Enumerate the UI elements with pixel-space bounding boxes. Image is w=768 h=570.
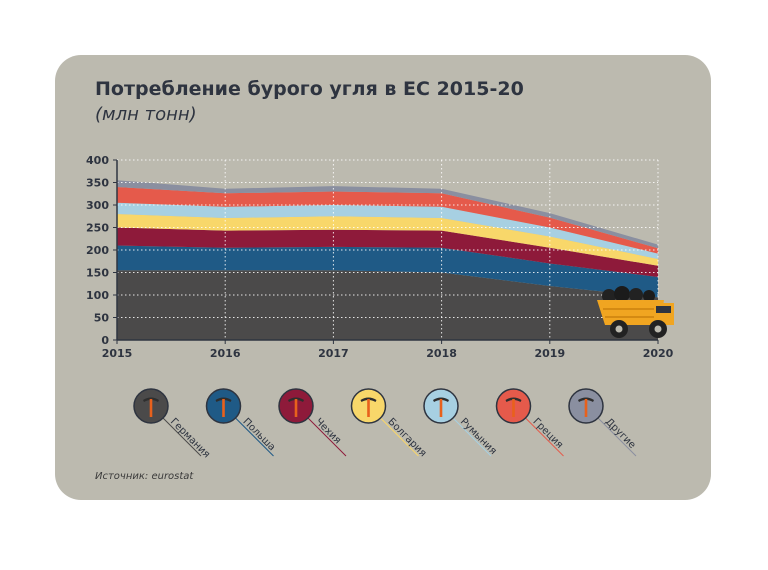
y-tick-label: 0 (101, 334, 109, 347)
legend-item: Румыния (423, 388, 499, 457)
legend-item: Греция (495, 388, 565, 457)
x-tick-label: 2018 (426, 347, 457, 360)
area-1 (117, 270, 658, 340)
x-tick-label: 2016 (210, 347, 241, 360)
y-tick-label: 200 (86, 244, 109, 257)
area-layer (117, 180, 658, 340)
x-tick-label: 2019 (534, 347, 565, 360)
legend-leader-line (307, 417, 347, 457)
pickaxe-icon (505, 397, 522, 417)
legend-item: Чехия (278, 388, 347, 457)
y-tick-label: 50 (94, 312, 110, 325)
area-4 (117, 214, 658, 266)
y-tick-label: 350 (86, 177, 109, 190)
area-7 (117, 180, 658, 249)
pickaxe-icon (433, 397, 449, 417)
chart-subtitle: (млн тонн) (95, 104, 197, 125)
legend-label: Другие (603, 416, 638, 451)
y-tick-label: 150 (86, 267, 109, 280)
pickaxe-icon (215, 397, 232, 417)
y-tick-label: 300 (86, 199, 109, 212)
pickaxe-icon (578, 397, 594, 417)
pickaxe-icon (360, 397, 377, 417)
legend-item: Болгария (350, 388, 428, 459)
source-note: Источник: eurostat (95, 471, 194, 482)
x-tick-label: 2020 (643, 347, 674, 360)
legend-item: Другие (568, 388, 638, 457)
x-tick-label: 2017 (318, 347, 349, 360)
y-tick-label: 250 (86, 222, 109, 235)
legend-leader-line (452, 417, 492, 457)
legend-label: Греция (530, 416, 565, 451)
legend-label: Польша (240, 416, 277, 453)
legend-label: Чехия (313, 416, 343, 446)
chart-title: Потребление бурого угля в ЕС 2015-20 (95, 78, 524, 100)
legend-label: Румыния (458, 416, 499, 457)
legend: Германия Польша Чехия Болгария Румыния Греция… (133, 388, 638, 460)
legend-label: Болгария (385, 416, 428, 459)
legend-leader-line (380, 417, 419, 457)
pickaxe-icon (143, 397, 159, 417)
legend-label: Германия (168, 416, 212, 460)
legend-item: Польша (205, 388, 277, 457)
y-tick-label: 100 (86, 289, 109, 302)
legend-leader-line (162, 417, 202, 457)
legend-item: Германия (133, 388, 212, 460)
axis-layer: 0 50 100 150 200 250 300 350 400 2015 2016 2017 2018… (86, 154, 674, 360)
y-tick-label: 400 (86, 154, 109, 167)
area-6 (117, 187, 658, 254)
dump-truck-icon (597, 286, 674, 338)
legend-leader-line (597, 417, 637, 457)
x-tick-label: 2015 (102, 347, 133, 360)
legend-leader-line (235, 417, 274, 457)
pickaxe-icon (288, 397, 304, 417)
area-2 (117, 245, 658, 298)
area-5 (117, 202, 658, 259)
area-3 (117, 227, 658, 277)
legend-leader-line (525, 417, 564, 457)
